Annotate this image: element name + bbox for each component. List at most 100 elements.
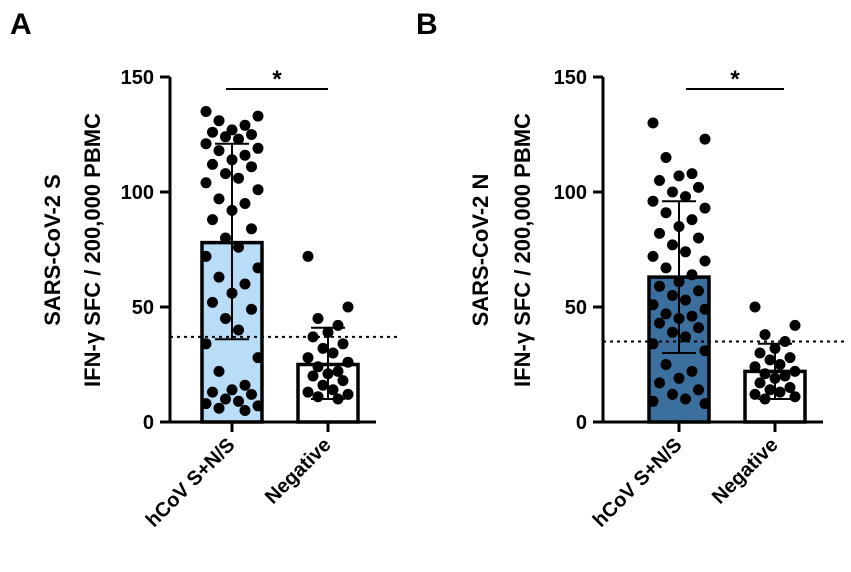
panel-b: B SARS-CoV-2 N IFN-γ SFC / 200,000 PBMC 0 50…: [416, 8, 846, 532]
data-point: [680, 191, 691, 203]
data-point: [647, 338, 659, 350]
y-tick-label: 0: [576, 412, 587, 434]
data-point: [213, 402, 225, 414]
data-point: [220, 168, 231, 180]
data-point: [332, 319, 344, 331]
data-point: [312, 313, 324, 324]
data-point: [239, 149, 251, 161]
data-point: [246, 129, 257, 140]
data-point: [239, 405, 251, 416]
data-point: [660, 359, 672, 370]
y-tick-label: 50: [565, 297, 587, 319]
data-point: [246, 303, 257, 315]
data-point: [213, 193, 225, 205]
data-point: [226, 124, 238, 136]
data-point: [789, 319, 801, 331]
data-point: [764, 384, 776, 396]
data-point: [213, 271, 225, 283]
data-point: [307, 370, 319, 382]
data-point: [789, 391, 801, 403]
data-point: [239, 119, 251, 131]
data-point: [660, 152, 672, 163]
data-point: [239, 379, 251, 391]
y-axis-title-line-2: IFN-γ SFC / 200,000 PBMC: [510, 113, 535, 387]
data-point: [699, 255, 711, 267]
data-point: [239, 198, 251, 209]
data-point: [774, 386, 786, 398]
data-point: [749, 301, 761, 313]
x-tick-label: Negative: [708, 434, 783, 509]
panel-a: A SARS-CoV-2 S IFN-γ SFC / 200,000 PBMC 0 50…: [10, 8, 398, 532]
data-point: [686, 214, 698, 226]
data-point: [207, 296, 218, 308]
data-point: [774, 359, 786, 370]
data-point: [699, 133, 711, 145]
data-point: [667, 239, 678, 251]
data-point: [207, 126, 218, 138]
data-point: [699, 345, 711, 357]
data-point: [660, 207, 672, 219]
data-point: [647, 250, 659, 262]
x-tick-label: hCoV S+N/S: [142, 434, 240, 532]
data-point: [686, 168, 698, 180]
data-point: [220, 393, 231, 405]
data-point: [673, 372, 685, 384]
data-point: [252, 110, 264, 122]
significance-marker: *: [730, 66, 740, 93]
x-tick-label: Negative: [261, 434, 336, 509]
data-point: [699, 303, 711, 315]
data-point: [693, 322, 704, 334]
data-point: [342, 301, 354, 313]
data-point: [332, 365, 344, 377]
data-point: [327, 347, 339, 359]
data-point: [667, 290, 678, 301]
data-point: [233, 133, 244, 145]
data-point: [660, 308, 672, 320]
data-point: [699, 398, 711, 410]
data-point: [693, 285, 704, 297]
data-point: [246, 161, 257, 173]
data-point: [680, 294, 691, 306]
data-point: [680, 331, 691, 343]
x-tick-label: hCoV S+N/S: [589, 434, 687, 532]
data-point: [686, 310, 698, 322]
y-axis-title-line-1: SARS-CoV-2 N: [468, 174, 493, 327]
panel-label: A: [10, 8, 32, 41]
data-point: [693, 232, 704, 244]
data-point: [327, 384, 339, 396]
data-point: [312, 391, 324, 403]
data-point: [246, 223, 257, 235]
data-point: [213, 115, 225, 127]
data-point: [312, 361, 324, 373]
data-point: [699, 202, 711, 214]
data-point: [233, 395, 244, 407]
data-point: [764, 354, 776, 366]
panel-label: B: [416, 8, 438, 41]
data-point: [667, 388, 678, 400]
data-point: [789, 365, 801, 377]
data-point: [252, 142, 264, 154]
data-point: [207, 158, 218, 170]
data-point: [754, 347, 766, 359]
data-point: [233, 324, 244, 336]
data-point: [200, 177, 212, 189]
y-tick-label: 150: [554, 67, 587, 89]
data-point: [693, 181, 704, 193]
data-point: [207, 214, 218, 226]
data-point: [302, 386, 314, 398]
data-point: [680, 246, 691, 258]
data-point: [200, 398, 212, 410]
data-point: [779, 370, 791, 382]
y-axis-title-line-2: IFN-γ SFC / 200,000 PBMC: [80, 113, 105, 387]
data-point: [200, 106, 212, 117]
data-point: [252, 352, 264, 364]
data-point: [749, 388, 761, 400]
y-tick-label: 0: [143, 412, 154, 434]
data-point: [233, 172, 244, 184]
data-point: [342, 356, 354, 368]
data-point: [654, 377, 665, 389]
data-point: [302, 352, 314, 364]
data-point: [647, 195, 659, 207]
y-tick-label: 150: [121, 67, 154, 89]
data-point: [246, 388, 257, 400]
